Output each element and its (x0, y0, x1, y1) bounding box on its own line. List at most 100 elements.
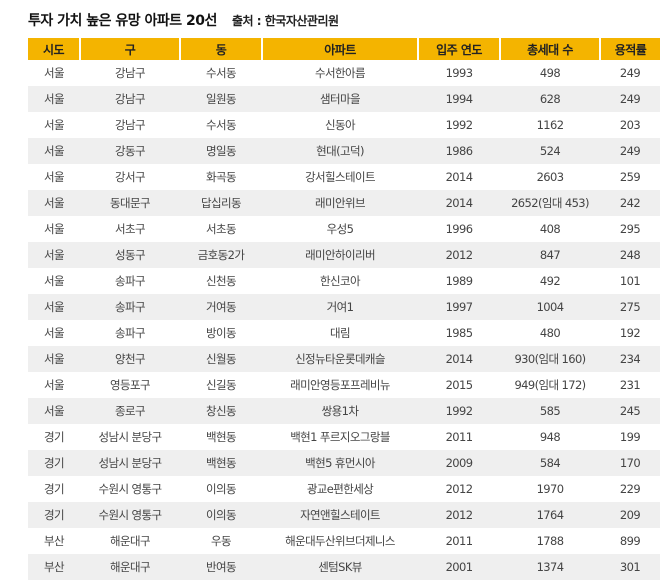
table-cell: 수서동 (206, 118, 237, 132)
column-header: 아파트 (261, 38, 418, 60)
table-cell: 서울 (28, 398, 80, 424)
table-cell: 492 (539, 274, 561, 288)
table-cell: 231 (619, 378, 641, 392)
table-cell: 259 (619, 170, 641, 184)
table-cell: 584 (500, 450, 600, 476)
table-cell: 199 (619, 430, 641, 444)
column-header: 구 (79, 38, 180, 60)
table-cell: 거여1 (262, 294, 418, 320)
table-cell: 2012 (418, 242, 500, 268)
table-cell: 서울 (44, 274, 65, 288)
table-row: 경기 성남시 분당구 백현동 백현5 휴먼시아 2009 584 170 (28, 450, 660, 476)
table-cell: 2014 (418, 190, 500, 216)
table-cell: 백현1 푸르지오그랑블 (290, 430, 390, 444)
title: 투자 가치 높은 유망 아파트 20선 (28, 13, 217, 29)
table-cell: 성남시 분당구 (80, 450, 180, 476)
table-cell: 서울 (44, 170, 65, 184)
source: 출처 : 한국자산관리원 (232, 14, 339, 28)
table-cell: 170 (600, 450, 660, 476)
table-cell: 1994 (418, 86, 500, 112)
table-cell: 498 (539, 66, 561, 80)
table-row: 서울 양천구 신월동 신정뉴타운롯데캐슬 2014 930(임대 160) 234 (28, 346, 660, 372)
table-cell: 강서힐스테이트 (305, 170, 375, 184)
table-cell: 1374 (500, 554, 600, 580)
table-cell: 해운대두산위브더제니스 (285, 534, 395, 548)
table-row: 부산 해운대구 반여동 센텀SK뷰 2001 1374 301 (28, 554, 660, 580)
table-cell: 우성5 (326, 222, 354, 236)
table-cell: 한신코아 (320, 274, 361, 288)
table-cell: 강남구 (115, 118, 146, 132)
table-cell: 센텀SK뷰 (262, 554, 418, 580)
table-cell: 부산 (44, 534, 65, 548)
table-cell: 백현동 (206, 430, 237, 444)
table-cell: 2014 (418, 346, 500, 372)
table-row: 서울 강남구 수서동 신동아 1992 1162 203 (28, 112, 660, 138)
table-cell: 서울 (28, 86, 80, 112)
table-cell: 899 (619, 534, 641, 548)
table-cell: 서울 (28, 242, 80, 268)
table-cell: 래미안위브 (262, 190, 418, 216)
table-row: 경기 수원시 영통구 이의동 자연앤힐스테이트 2012 1764 209 (28, 502, 660, 528)
table-cell: 송파구 (115, 326, 146, 340)
table-cell: 408 (539, 222, 561, 236)
table-cell: 949(임대 172) (514, 378, 586, 392)
table-cell: 서울 (44, 378, 65, 392)
table-cell: 영등포구 (110, 378, 151, 392)
table-cell: 585 (500, 398, 600, 424)
table-cell: 서울 (28, 190, 80, 216)
table-cell: 쌍용1차 (262, 398, 418, 424)
table-cell: 1162 (536, 118, 564, 132)
table-cell: 1989 (445, 274, 473, 288)
table-cell: 847 (500, 242, 600, 268)
table-cell: 대림 (330, 326, 351, 340)
table-cell: 서울 (44, 118, 65, 132)
table-cell: 성남시 분당구 (98, 430, 163, 444)
table-cell: 백현동 (180, 450, 262, 476)
table-cell: 249 (600, 86, 660, 112)
table-cell: 서울 (28, 294, 80, 320)
table-cell: 창신동 (180, 398, 262, 424)
table-body: 서울 강남구 수서동 수서한아름 1993 498 249 서울 강남구 일원동 샘터마을 1994 6… (28, 60, 660, 580)
table-cell: 480 (539, 326, 561, 340)
table-cell: 이의동 (180, 502, 262, 528)
table-cell: 2014 (445, 170, 473, 184)
table-cell: 수원시 영통구 (80, 502, 180, 528)
table-cell: 송파구 (80, 294, 180, 320)
column-header: 용적률 (599, 38, 660, 60)
table-cell: 1986 (418, 138, 500, 164)
table-cell: 신동아 (325, 118, 356, 132)
table-cell: 1992 (445, 118, 473, 132)
table-cell: 서울 (44, 222, 65, 236)
table-row: 서울 영등포구 신길동 래미안영등포프레비뉴 2015 949(임대 172) 231 (28, 372, 660, 398)
table-cell: 229 (619, 482, 641, 496)
table-cell: 양천구 (80, 346, 180, 372)
table-cell: 신월동 (180, 346, 262, 372)
table-row: 부산 해운대구 우동 해운대두산위브더제니스 2011 1788 899 (28, 528, 660, 554)
table-cell: 금호동2가 (180, 242, 262, 268)
table-cell: 강남구 (115, 66, 146, 80)
table-cell: 1004 (500, 294, 600, 320)
table-row: 서울 송파구 신천동 한신코아 1989 492 101 (28, 268, 660, 294)
table-cell: 2001 (418, 554, 500, 580)
table-cell: 203 (619, 118, 641, 132)
table-cell: 강서구 (115, 170, 146, 184)
table-cell: 송파구 (115, 274, 146, 288)
table: 시도 구 동 아파트 입주 연도 총세대 수 용적률 서울 강남구 수서동 수서한아름 1993 49… (28, 38, 660, 580)
header: 투자 가치 높은 유망 아파트 20선 출처 : 한국자산관리원 (28, 10, 339, 30)
table-cell: 245 (600, 398, 660, 424)
table-cell: 서울 (44, 66, 65, 80)
table-row: 서울 동대문구 답십리동 래미안위브 2014 2652(임대 453) 242 (28, 190, 660, 216)
table-cell: 248 (600, 242, 660, 268)
table-cell: 답십리동 (180, 190, 262, 216)
table-cell: 경기 (28, 450, 80, 476)
table-cell: 동대문구 (80, 190, 180, 216)
table-cell: 부산 (28, 554, 80, 580)
table-cell: 방이동 (206, 326, 237, 340)
table-cell: 1992 (418, 398, 500, 424)
table-row: 서울 종로구 창신동 쌍용1차 1992 585 245 (28, 398, 660, 424)
table-cell: 현대(고덕) (262, 138, 418, 164)
table-cell: 신천동 (206, 274, 237, 288)
table-cell: 강남구 (80, 86, 180, 112)
header-row: 시도 구 동 아파트 입주 연도 총세대 수 용적률 (28, 38, 660, 60)
table-cell: 서울 (44, 326, 65, 340)
